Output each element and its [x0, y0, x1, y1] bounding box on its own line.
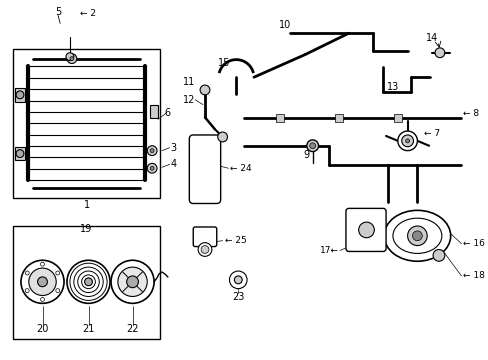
Circle shape	[67, 260, 110, 303]
Text: 20: 20	[36, 324, 49, 334]
Circle shape	[306, 140, 318, 152]
Text: ← 2: ← 2	[80, 9, 96, 18]
FancyBboxPatch shape	[189, 135, 220, 203]
Text: 3: 3	[170, 143, 177, 153]
Circle shape	[198, 243, 211, 256]
Text: 11: 11	[183, 77, 195, 87]
Circle shape	[126, 276, 138, 288]
Circle shape	[397, 131, 417, 150]
Circle shape	[29, 268, 56, 296]
Bar	[393, 114, 401, 122]
Circle shape	[412, 231, 422, 241]
Circle shape	[16, 91, 24, 99]
Circle shape	[38, 277, 47, 287]
Circle shape	[401, 135, 413, 147]
Text: ← 7: ← 7	[424, 129, 440, 138]
Circle shape	[407, 226, 427, 246]
Circle shape	[70, 57, 74, 60]
Circle shape	[84, 278, 92, 286]
Circle shape	[432, 249, 444, 261]
Text: 17←: 17←	[320, 246, 338, 255]
Bar	[276, 114, 284, 122]
Circle shape	[56, 271, 60, 275]
Text: 23: 23	[232, 292, 244, 302]
Text: 15: 15	[218, 58, 230, 68]
Bar	[15, 147, 25, 161]
Circle shape	[309, 143, 315, 149]
Text: 10: 10	[279, 21, 291, 30]
Text: ← 24: ← 24	[230, 164, 251, 173]
Circle shape	[201, 246, 208, 253]
Bar	[15, 88, 25, 102]
FancyBboxPatch shape	[345, 208, 386, 251]
Bar	[150, 105, 158, 118]
Circle shape	[67, 54, 77, 63]
Circle shape	[66, 53, 74, 60]
Circle shape	[150, 149, 154, 153]
Circle shape	[118, 267, 147, 297]
Text: 4: 4	[170, 159, 177, 169]
Circle shape	[41, 262, 44, 266]
Circle shape	[111, 260, 154, 303]
Circle shape	[41, 297, 44, 301]
Text: ← 25: ← 25	[224, 236, 246, 245]
Circle shape	[25, 289, 29, 293]
Bar	[13, 226, 160, 338]
Text: 9: 9	[303, 149, 309, 159]
Circle shape	[147, 163, 157, 173]
Text: 12: 12	[183, 95, 195, 105]
Text: 21: 21	[82, 324, 95, 334]
Bar	[13, 49, 160, 198]
Circle shape	[200, 85, 209, 95]
Text: 5: 5	[55, 6, 61, 17]
Text: ← 18: ← 18	[463, 271, 484, 280]
Circle shape	[150, 166, 154, 170]
Text: ← 16: ← 16	[463, 239, 484, 248]
Circle shape	[358, 222, 374, 238]
FancyBboxPatch shape	[193, 227, 216, 247]
Text: 1: 1	[83, 201, 89, 211]
Circle shape	[434, 48, 444, 58]
Circle shape	[147, 146, 157, 156]
Text: 13: 13	[386, 82, 398, 92]
Text: ← 8: ← 8	[463, 109, 479, 118]
Circle shape	[21, 260, 64, 303]
Text: 6: 6	[164, 108, 170, 118]
Circle shape	[25, 271, 29, 275]
Circle shape	[229, 271, 246, 289]
Circle shape	[234, 276, 242, 284]
Text: 19: 19	[80, 224, 93, 234]
Ellipse shape	[384, 210, 450, 261]
Circle shape	[217, 132, 227, 142]
Circle shape	[405, 139, 409, 143]
Text: 22: 22	[126, 324, 139, 334]
Circle shape	[56, 289, 60, 293]
Bar	[334, 114, 342, 122]
Circle shape	[16, 150, 24, 157]
Text: 14: 14	[425, 33, 437, 43]
